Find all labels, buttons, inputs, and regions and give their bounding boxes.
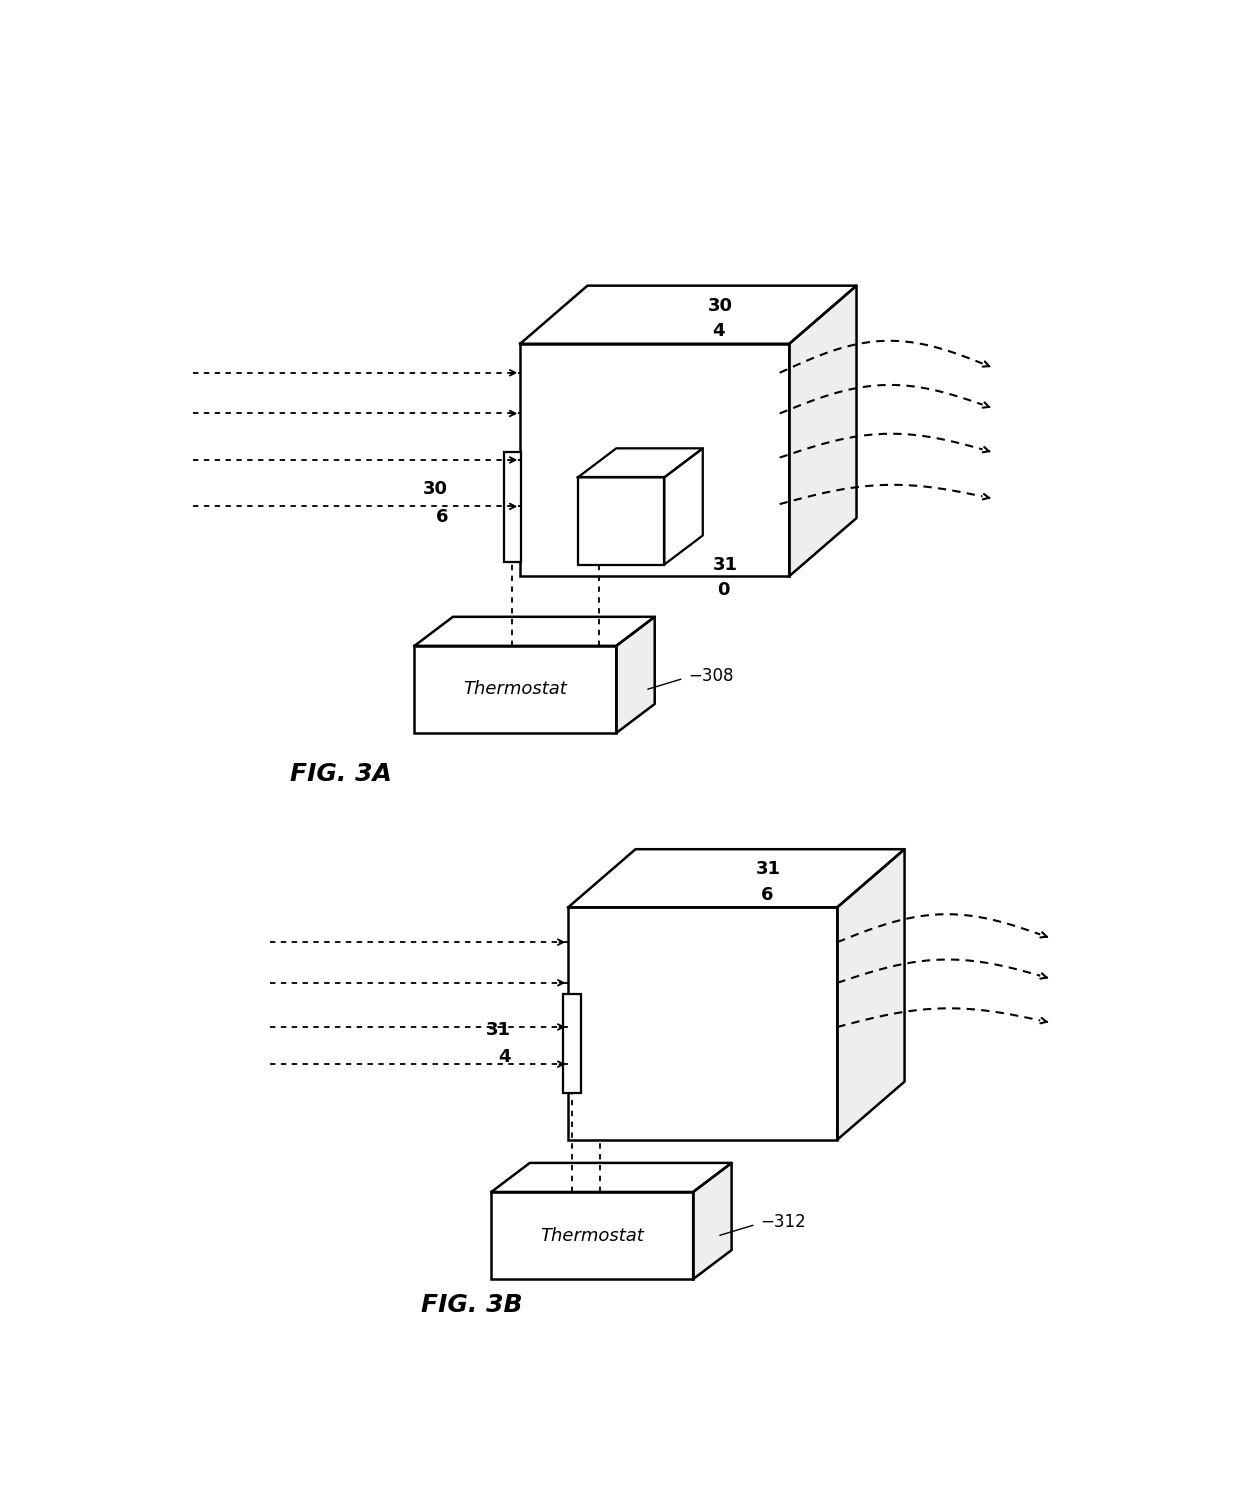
Bar [563,994,580,1093]
Text: 30: 30 [708,297,733,315]
Polygon shape [616,617,655,733]
Bar [521,344,790,576]
Polygon shape [578,448,703,477]
Text: 6: 6 [760,886,773,904]
Polygon shape [665,448,703,564]
Text: FIG. 3A: FIG. 3A [290,762,392,786]
Text: −312: −312 [760,1213,806,1231]
Text: −308: −308 [688,667,734,685]
Bar [503,451,521,563]
Text: Thermostat: Thermostat [541,1227,644,1245]
Polygon shape [693,1163,732,1280]
Text: 31: 31 [486,1020,511,1038]
Bar [414,646,616,733]
Polygon shape [521,285,857,344]
Polygon shape [568,850,905,907]
Polygon shape [414,617,655,646]
Text: 4: 4 [498,1049,511,1067]
Text: 31: 31 [712,555,738,573]
Bar [491,1192,693,1280]
Text: 30: 30 [423,480,448,498]
Bar [578,477,665,564]
Polygon shape [789,285,857,576]
Text: 31: 31 [755,860,781,878]
Text: FIG. 3B: FIG. 3B [422,1293,523,1317]
Bar [568,907,837,1139]
Polygon shape [491,1163,732,1192]
Text: 6: 6 [435,509,448,527]
Text: Thermostat: Thermostat [464,681,567,699]
Text: 0: 0 [717,581,729,599]
Text: 4: 4 [712,323,725,340]
Polygon shape [837,850,905,1139]
